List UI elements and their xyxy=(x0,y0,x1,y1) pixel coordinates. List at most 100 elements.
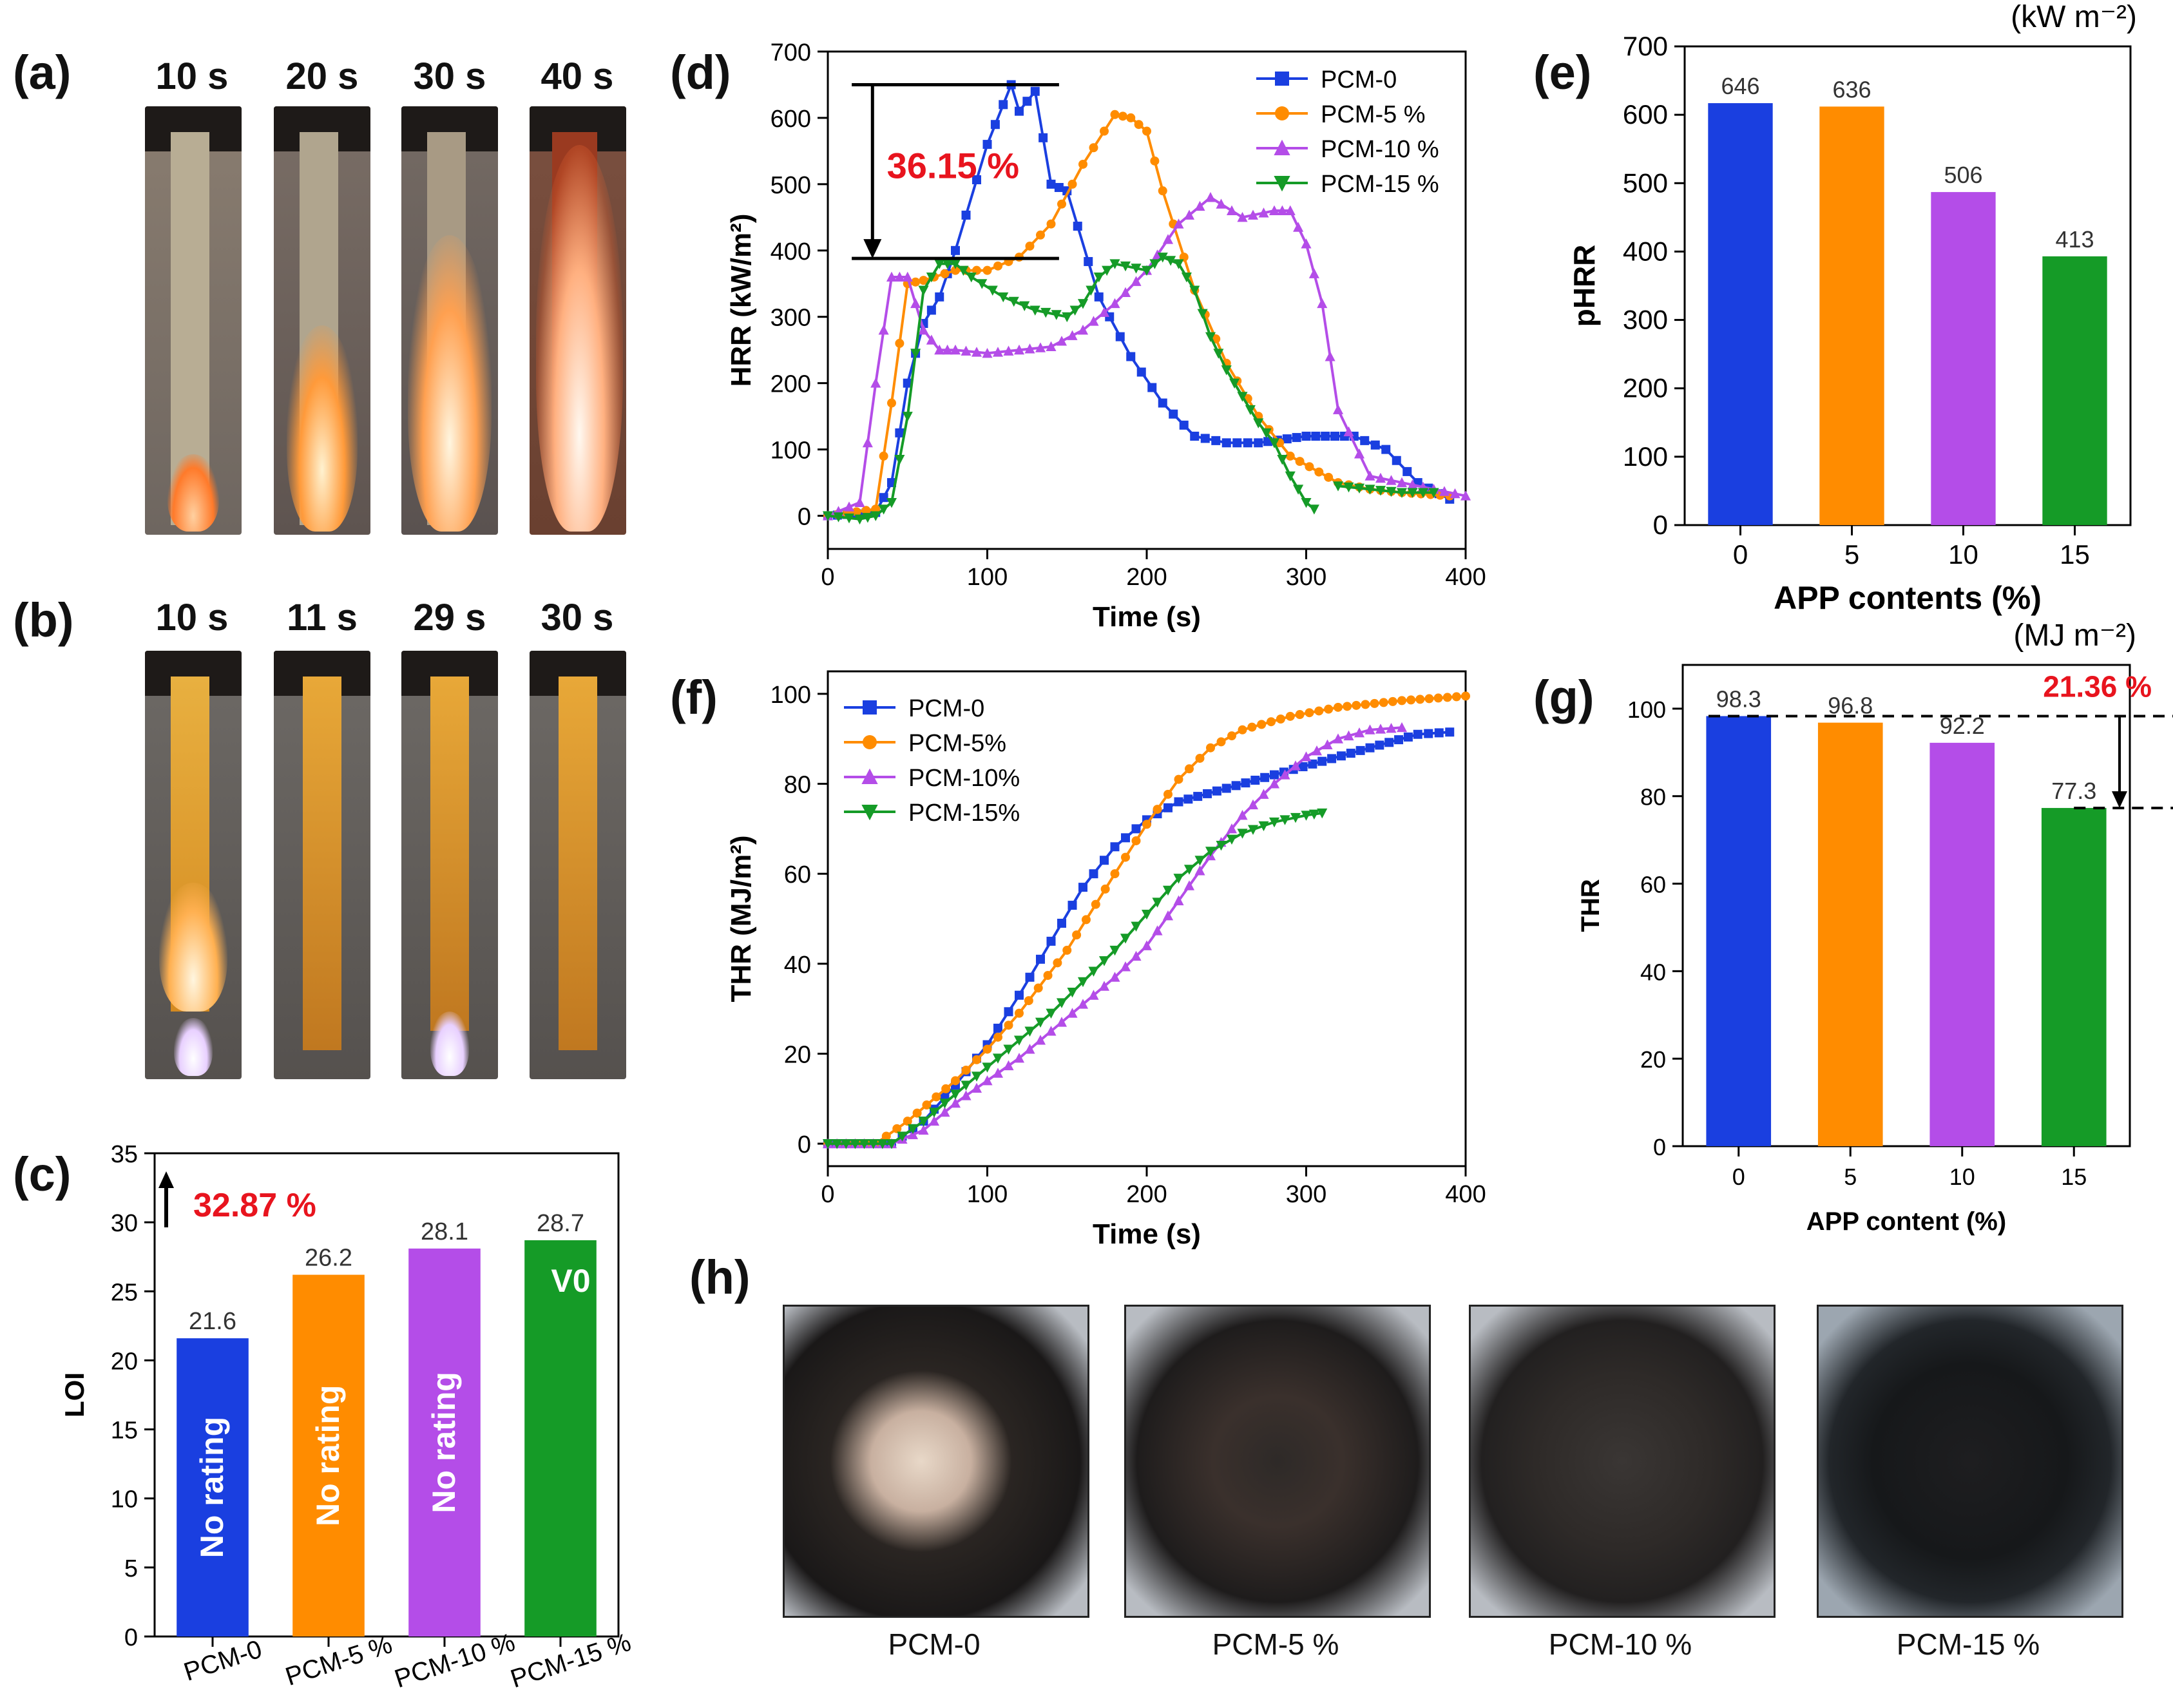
data-point xyxy=(1193,792,1203,801)
data-point xyxy=(1375,486,1386,496)
data-point xyxy=(1046,179,1056,189)
data-point xyxy=(1343,482,1354,493)
y-tick-label: 500 xyxy=(771,172,811,199)
data-point xyxy=(1057,918,1066,928)
bar-value-label: 28.1 xyxy=(421,1218,468,1245)
data-point xyxy=(861,506,871,515)
increase-arrowhead xyxy=(158,1171,174,1188)
data-point xyxy=(1057,199,1066,209)
panel-label-d: (d) xyxy=(670,46,731,99)
data-point xyxy=(951,245,960,255)
data-point xyxy=(1237,829,1248,839)
x-tick-label: 5 xyxy=(1844,539,1859,570)
data-point xyxy=(940,269,950,278)
data-point xyxy=(1142,126,1151,136)
data-point xyxy=(1279,769,1290,780)
data-point xyxy=(1185,764,1194,774)
data-point xyxy=(1216,198,1227,209)
data-point xyxy=(1189,285,1200,296)
data-point xyxy=(1379,698,1388,707)
data-point xyxy=(1008,296,1019,307)
data-point xyxy=(1015,106,1024,116)
data-point xyxy=(843,501,855,512)
data-point xyxy=(1245,405,1256,416)
data-point xyxy=(1173,895,1184,906)
data-point xyxy=(1216,737,1226,747)
data-point xyxy=(1131,950,1142,961)
data-point xyxy=(1258,821,1269,832)
data-point xyxy=(1424,729,1433,738)
data-point xyxy=(993,1032,1002,1042)
data-point xyxy=(1258,207,1269,218)
data-point xyxy=(971,1071,982,1082)
data-point xyxy=(1100,856,1109,865)
x-tick-label: 300 xyxy=(1286,1181,1326,1208)
data-point xyxy=(1279,815,1290,825)
data-point xyxy=(939,1106,950,1117)
data-point xyxy=(1152,897,1163,908)
data-point xyxy=(1067,901,1077,910)
y-tick-label: 0 xyxy=(798,504,811,531)
data-point xyxy=(1205,332,1216,343)
data-point xyxy=(1078,159,1087,169)
data-point xyxy=(1136,367,1146,377)
data-point xyxy=(1003,1044,1014,1055)
loi-increase-annotation: 32.87 % xyxy=(193,1187,316,1224)
data-point xyxy=(1354,483,1365,494)
data-point xyxy=(1162,234,1174,244)
data-point xyxy=(961,1080,972,1091)
data-point xyxy=(1439,486,1450,496)
data-point xyxy=(1332,404,1344,414)
data-point xyxy=(1322,739,1333,750)
data-point xyxy=(1275,106,1289,120)
data-point xyxy=(1334,702,1343,712)
data-point xyxy=(895,428,905,437)
data-point xyxy=(1311,432,1321,441)
bar xyxy=(524,1240,597,1636)
char-caption-pcm-10: PCM-10 % xyxy=(1548,1627,1692,1661)
data-point xyxy=(1402,466,1412,476)
x-axis-label: Time (s) xyxy=(1093,601,1201,633)
data-point xyxy=(1364,724,1375,734)
y-axis-label: pHRR xyxy=(1567,245,1601,327)
data-point xyxy=(1268,817,1280,828)
bar-value-label: 28.7 xyxy=(537,1210,584,1237)
data-point xyxy=(1268,205,1280,216)
data-point xyxy=(1270,770,1279,780)
y-tick-label: 700 xyxy=(1623,31,1668,61)
y-tick-label: 300 xyxy=(1623,305,1668,335)
char-caption-pcm-0: PCM-0 xyxy=(888,1627,981,1661)
data-point xyxy=(1343,426,1354,437)
data-point xyxy=(1370,698,1379,708)
data-point xyxy=(1365,743,1375,753)
data-point xyxy=(907,1129,919,1140)
data-point xyxy=(1375,472,1386,483)
data-point xyxy=(1073,222,1082,231)
bar-value-label: 506 xyxy=(1944,162,1982,188)
x-tick-label: 400 xyxy=(1445,1181,1486,1208)
bar-value-label: 26.2 xyxy=(305,1245,352,1272)
photo-b-time-4: 30 s xyxy=(541,597,614,638)
data-point xyxy=(1450,488,1460,499)
data-point xyxy=(972,175,981,185)
data-point xyxy=(1147,383,1157,392)
y-tick-label: 400 xyxy=(1623,236,1668,266)
data-point xyxy=(1213,349,1224,359)
data-point xyxy=(1086,285,1096,296)
data-point xyxy=(862,513,873,523)
data-point xyxy=(1285,205,1296,216)
data-point xyxy=(919,276,928,285)
x-tick-label: 10 xyxy=(1949,1164,1975,1190)
bar xyxy=(1708,103,1773,525)
data-point xyxy=(1194,200,1205,211)
data-point xyxy=(990,120,1000,130)
data-point xyxy=(1221,783,1231,793)
panel-label-a: (a) xyxy=(13,46,72,99)
data-point xyxy=(859,1139,870,1149)
char-photo-pcm-15 xyxy=(1817,1305,2123,1618)
y-tick-label: 100 xyxy=(771,437,811,465)
y-tick-label: 500 xyxy=(1623,168,1668,198)
data-point xyxy=(1285,711,1295,721)
data-point xyxy=(1211,436,1221,445)
data-point xyxy=(879,493,888,503)
